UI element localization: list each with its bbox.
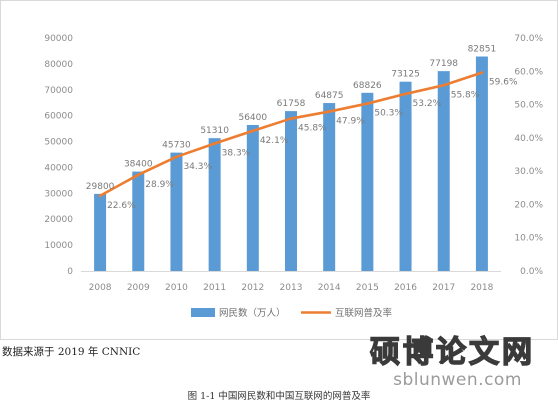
left-axis-tick-label: 90000: [44, 34, 73, 44]
bar-value-label: 73125: [391, 70, 420, 80]
watermark-url: sblunwen.com: [393, 370, 522, 390]
bar-value-label: 51310: [200, 126, 229, 136]
bar-value-label: 29800: [86, 182, 115, 192]
right-axis-tick-label: 50.0%: [514, 101, 543, 111]
right-axis-tick-label: 60.0%: [514, 67, 543, 77]
legend: 网民数（万人） 互联网普及率: [191, 307, 393, 319]
line-point-2016: [404, 92, 407, 96]
bar-2017: [437, 71, 450, 272]
x-axis-tick-label: 2017: [432, 283, 455, 293]
bar-value-label: 77198: [429, 59, 458, 69]
line-value-label: 47.9%: [336, 117, 365, 127]
right-axis-tick-label: 40.0%: [514, 134, 543, 144]
bar-2018: [475, 56, 488, 271]
right-axis-ticks: 0.0% 10.0% 20.0% 30.0% 40.0% 50.0% 60.0% 70.0%: [514, 34, 543, 277]
x-axis-tick-label: 2009: [127, 283, 150, 293]
line-point-2012: [251, 129, 255, 133]
right-axis-tick-label: 30.0%: [514, 167, 543, 177]
line-point-2008: [98, 194, 102, 198]
x-axis-ticks: 2008 2009 2010 2011 2012 2013 2014 2015 2016 2017…: [89, 283, 494, 293]
right-axis-tick-label: 70.0%: [514, 34, 543, 44]
right-axis-tick-label: 0.0%: [520, 267, 543, 277]
line-value-label: 22.6%: [107, 201, 136, 211]
left-axis-tick-label: 80000: [44, 60, 73, 70]
bar-value-label: 82851: [468, 45, 497, 55]
line-point-2010: [175, 155, 178, 159]
left-axis-tick-label: 40000: [44, 163, 73, 173]
bar-value-label: 56400: [238, 113, 267, 123]
legend-line-label: 互联网普及率: [335, 307, 393, 319]
bar-value-label: 64875: [315, 91, 344, 101]
line-value-label: 34.3%: [183, 162, 212, 172]
line-value-label: 50.3%: [374, 109, 403, 119]
left-axis-tick-label: 50000: [44, 138, 73, 148]
bar-2013: [285, 111, 297, 271]
line-value-label: 28.9%: [145, 180, 174, 190]
x-axis-tick-label: 2015: [356, 283, 379, 293]
watermark-chinese-text: 硕博论文网: [369, 335, 535, 370]
x-axis-tick-label: 2011: [203, 283, 226, 293]
left-axis-tick-label: 20000: [44, 215, 73, 225]
bar-data-labels: 29800 38400 45730 51310 56400 61758 64875 68826…: [86, 45, 496, 192]
left-axis-tick-label: 70000: [44, 86, 73, 96]
right-axis-tick-label: 10.0%: [514, 234, 543, 244]
combo-chart: 0 10000 20000 30000 40000 50000 60000 70000 8000…: [44, 34, 543, 319]
line-value-label: 53.2%: [413, 99, 442, 109]
left-axis-tick-label: 60000: [44, 112, 73, 122]
x-axis-tick-label: 2008: [89, 283, 112, 293]
bar-value-label: 68826: [353, 81, 382, 91]
bar-2010: [170, 152, 183, 271]
x-axis-tick-label: 2016: [394, 283, 417, 293]
line-value-label: 38.3%: [222, 149, 251, 159]
right-axis-tick-label: 20.0%: [514, 200, 543, 210]
figure-caption: 图 1-1 中国网民数和中国互联网的网普及率: [187, 391, 371, 402]
line-data-labels: 22.6% 28.9% 34.3% 38.3% 42.1% 45.8% 47.9% 50.3%…: [107, 78, 518, 211]
line-point-2014: [327, 110, 331, 113]
x-axis-tick-label: 2018: [470, 283, 493, 293]
bar-2016: [399, 81, 412, 271]
line-point-2017: [442, 83, 446, 87]
bar-2009: [132, 171, 145, 271]
x-axis-tick-label: 2010: [165, 283, 188, 293]
legend-bar-swatch: [191, 308, 215, 317]
bar-value-label: 45730: [162, 141, 191, 151]
bar-2008: [94, 193, 107, 271]
bar-value-label: 38400: [124, 160, 153, 170]
bar-2014: [323, 103, 336, 271]
line-value-label: 59.6%: [489, 78, 518, 88]
bar-2015: [361, 92, 374, 271]
line-value-label: 45.8%: [298, 124, 327, 134]
line-point-2015: [365, 102, 369, 105]
x-axis-tick-label: 2012: [241, 283, 264, 293]
legend-bar-label: 网民数（万人）: [219, 307, 286, 319]
watermark-logo: 硕博论文网 sblunwen.com: [369, 335, 545, 396]
bar-2011: [208, 138, 221, 271]
left-axis-tick-label: 0: [67, 267, 73, 277]
line-point-2018: [480, 71, 484, 75]
line-point-2009: [136, 173, 140, 177]
chart-frame: 0 10000 20000 30000 40000 50000 60000 70000 8000…: [0, 0, 558, 340]
bar-series: [94, 56, 488, 272]
left-axis-ticks: 0 10000 20000 30000 40000 50000 60000 70000 8000…: [44, 34, 73, 277]
left-axis-tick-label: 10000: [44, 241, 73, 251]
source-note: 数据来源于 2019 年 CNNIC: [2, 346, 141, 358]
line-value-label: 42.1%: [260, 136, 289, 146]
x-axis-tick-label: 2013: [280, 283, 303, 293]
line-point-2013: [289, 117, 293, 120]
line-point-2011: [213, 142, 217, 145]
bar-value-label: 61758: [277, 99, 306, 109]
line-value-label: 55.8%: [451, 90, 480, 100]
left-axis-tick-label: 30000: [44, 189, 73, 199]
bar-2012: [246, 124, 259, 271]
line-series: [98, 71, 484, 198]
x-axis-tick-label: 2014: [318, 283, 341, 293]
